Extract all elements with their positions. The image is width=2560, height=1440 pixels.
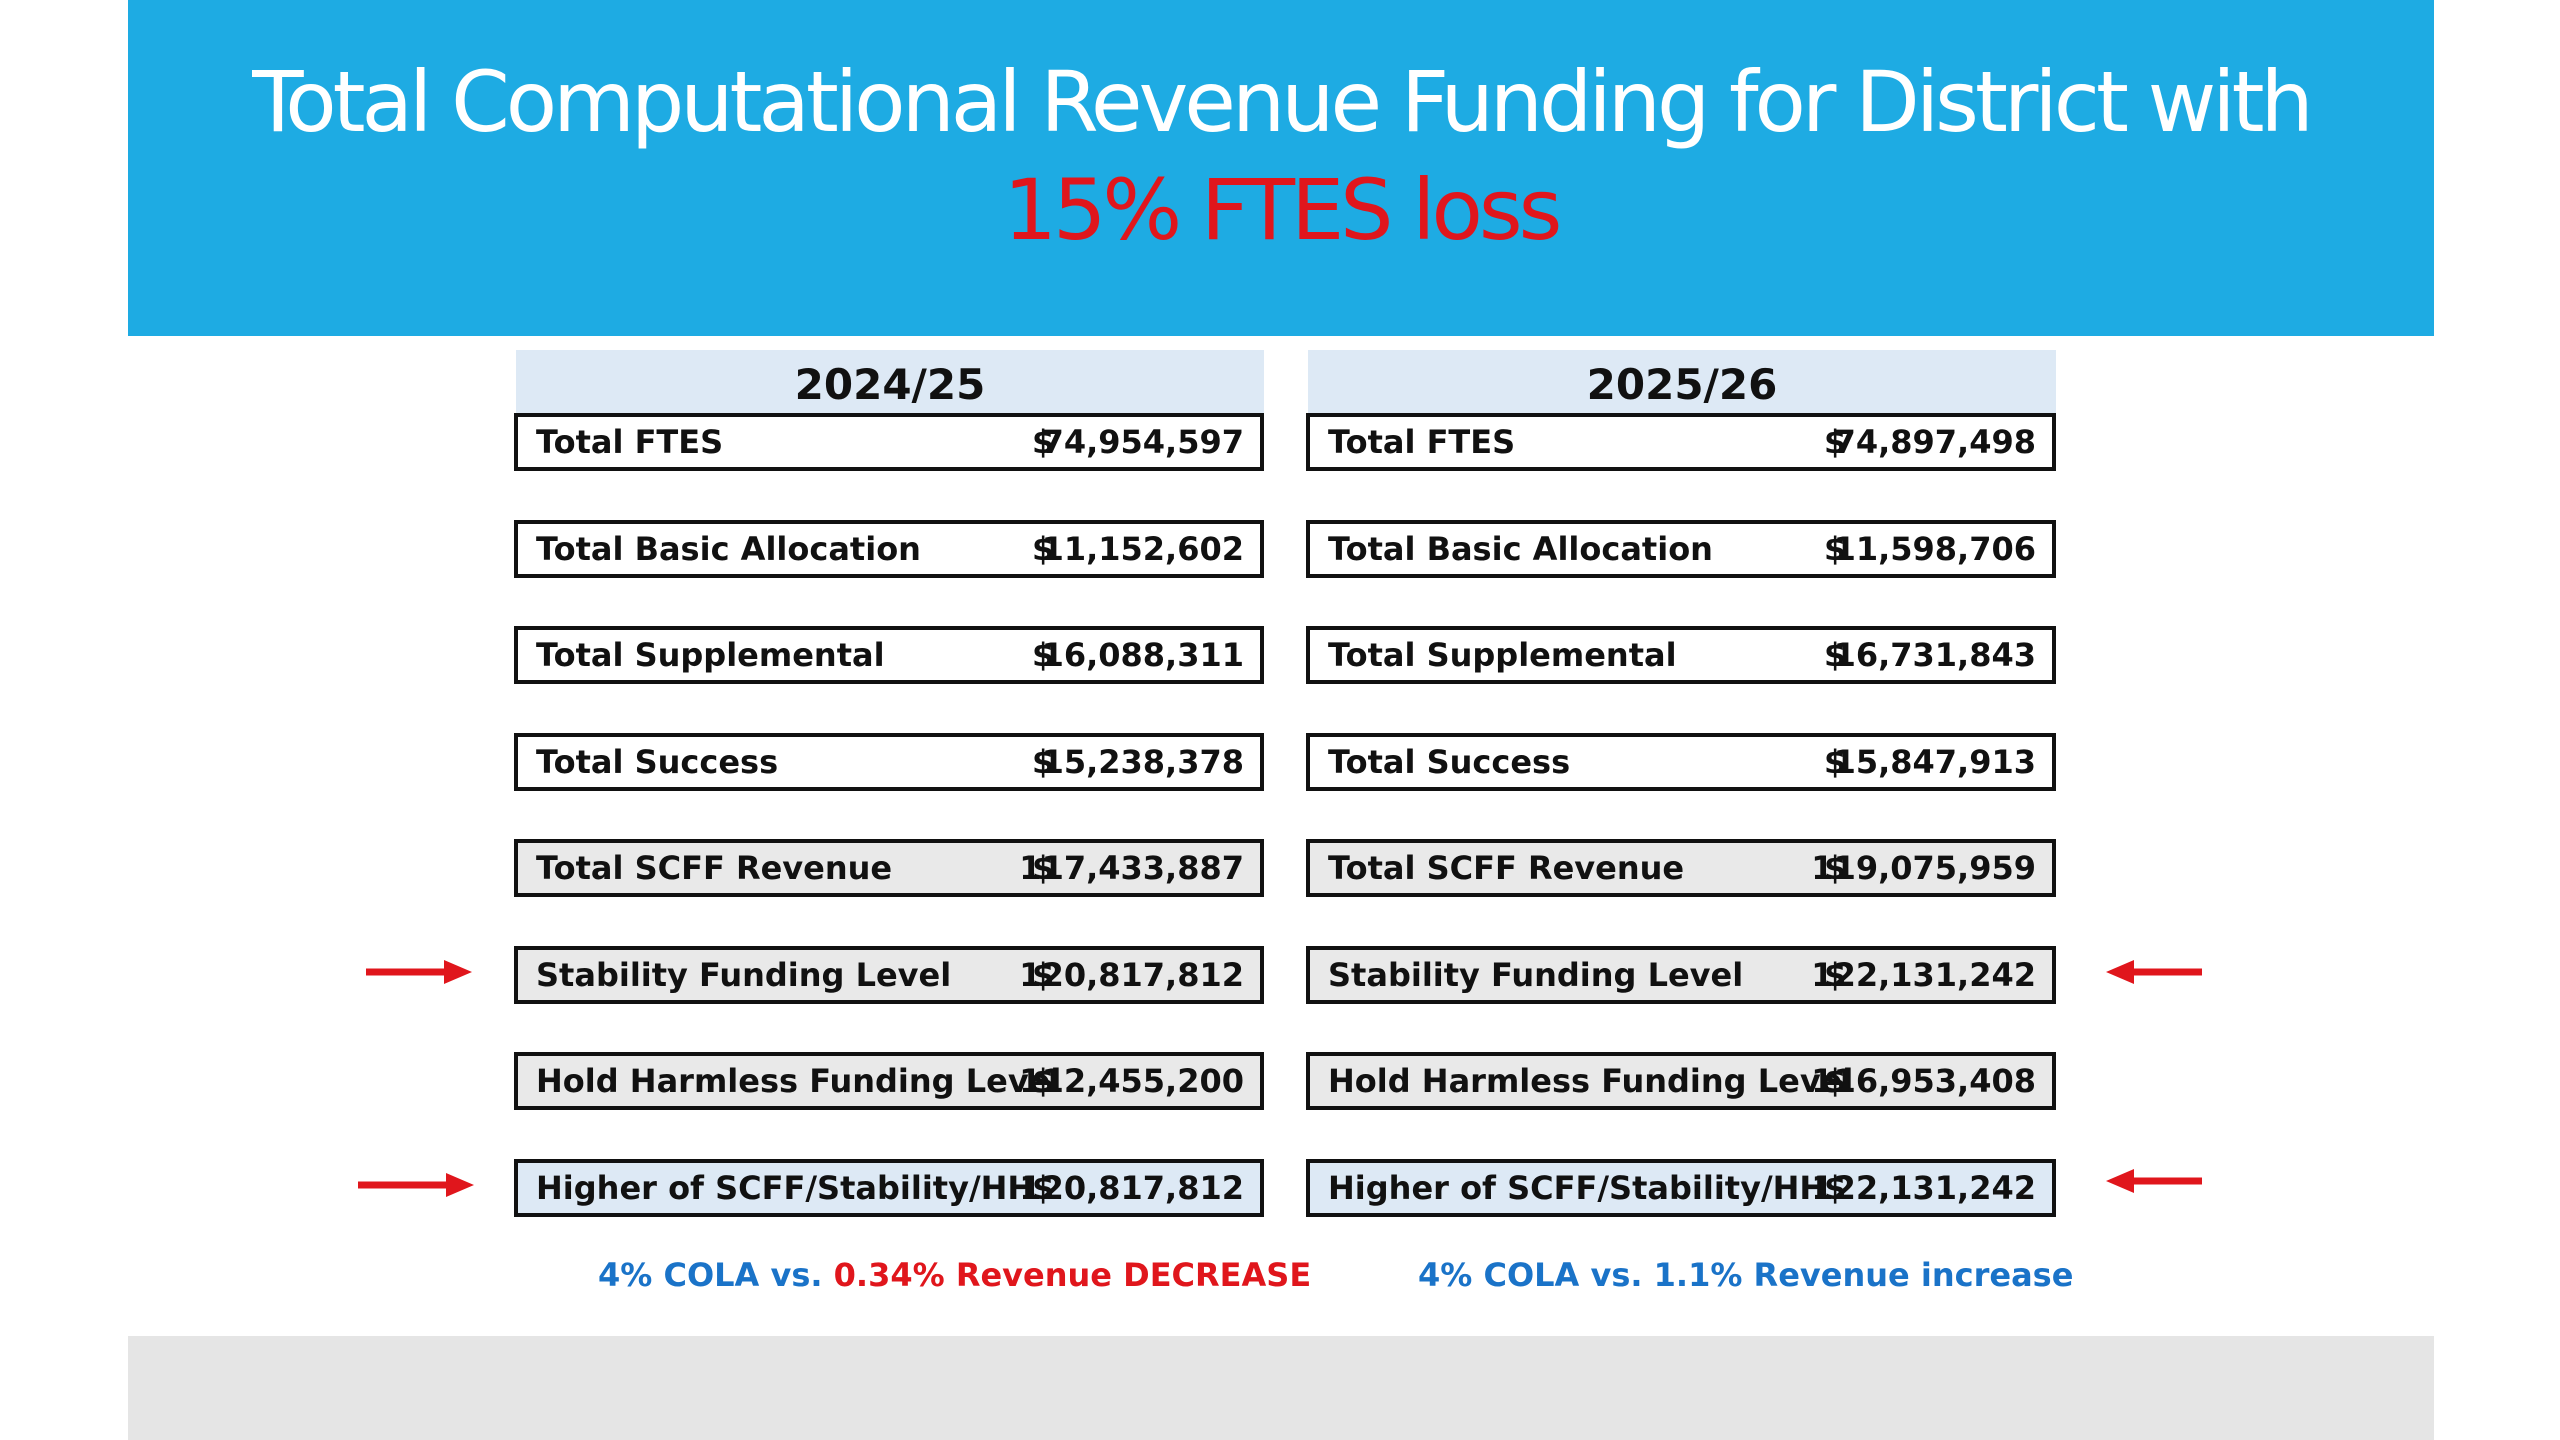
row-value: 120,817,812 [1019, 1169, 1244, 1207]
row-label: Hold Harmless Funding Level [1328, 1062, 1854, 1100]
row-label: Total Basic Allocation [1328, 530, 1713, 568]
row-label: Hold Harmless Funding Level [536, 1062, 1062, 1100]
row-label: Total SCFF Revenue [536, 849, 893, 887]
note-2024-25: 4% COLA vs. 0.34% Revenue DECREASE [598, 1252, 1311, 1298]
dollar-sign: $ [1824, 849, 1847, 887]
row-label: Higher of SCFF/Stability/HH [1328, 1169, 1827, 1207]
row-label: Total FTES [536, 423, 724, 461]
dollar-sign: $ [1032, 530, 1055, 568]
row-total-scff-revenue: Total SCFF Revenue $ 119,075,959 [1306, 839, 2056, 897]
row-value: 122,131,242 [1811, 1169, 2036, 1207]
title-banner: Total Computational Revenue Funding for … [128, 0, 2434, 336]
row-label: Total Supplemental [536, 636, 885, 674]
row-value: 15,238,378 [1041, 743, 1244, 781]
row-value: 117,433,887 [1019, 849, 1244, 887]
slide-title-highlight: 15% FTES loss [1003, 161, 1563, 259]
row-value: 16,088,311 [1041, 636, 1244, 674]
row-value: 120,817,812 [1019, 956, 1244, 994]
row-value: 16,731,843 [1833, 636, 2036, 674]
arrow-left-icon [2106, 1169, 2202, 1193]
row-total-supplemental: Total Supplemental $ 16,731,843 [1306, 626, 2056, 684]
dollar-sign: $ [1032, 743, 1055, 781]
dollar-sign: $ [1824, 636, 1847, 674]
row-label: Total Success [536, 743, 779, 781]
row-label: Total Supplemental [1328, 636, 1677, 674]
row-total-success: Total Success $ 15,847,913 [1306, 733, 2056, 791]
row-label: Stability Funding Level [1328, 956, 1744, 994]
year-header-2024-25: 2024/25 [516, 350, 1264, 413]
row-total-basic-allocation: Total Basic Allocation $ 11,598,706 [1306, 520, 2056, 578]
row-total-supplemental: Total Supplemental $ 16,088,311 [514, 626, 1264, 684]
row-value: 122,131,242 [1811, 956, 2036, 994]
arrow-right-icon [366, 960, 472, 984]
footer-band [128, 1336, 2434, 1440]
row-total-scff-revenue: Total SCFF Revenue $ 117,433,887 [514, 839, 1264, 897]
row-hold-harmless-funding-level: Hold Harmless Funding Level $ 112,455,20… [514, 1052, 1264, 1110]
row-higher-of-scff-stability-hh: Higher of SCFF/Stability/HH $ 122,131,24… [1306, 1159, 2056, 1217]
row-total-basic-allocation: Total Basic Allocation $ 11,152,602 [514, 520, 1264, 578]
dollar-sign: $ [1032, 849, 1055, 887]
arrow-right-icon [358, 1173, 474, 1197]
row-label: Total Basic Allocation [536, 530, 921, 568]
row-value: 74,897,498 [1833, 423, 2036, 461]
row-label: Stability Funding Level [536, 956, 952, 994]
dollar-sign: $ [1032, 1169, 1055, 1207]
note-2025-26: 4% COLA vs. 1.1% Revenue increase [1418, 1252, 2073, 1298]
note-decrease-text: 0.34% Revenue DECREASE [833, 1256, 1312, 1294]
row-value: 74,954,597 [1041, 423, 1244, 461]
row-value: 112,455,200 [1019, 1062, 1244, 1100]
row-label: Total FTES [1328, 423, 1516, 461]
note-cola-text: 4% COLA vs. 1.1% Revenue increase [1418, 1256, 2074, 1294]
row-total-ftes: Total FTES $ 74,954,597 [514, 413, 1264, 471]
arrow-left-icon [2106, 960, 2202, 984]
row-hold-harmless-funding-level: Hold Harmless Funding Level $ 116,953,40… [1306, 1052, 2056, 1110]
row-stability-funding-level: Stability Funding Level $ 122,131,242 [1306, 946, 2056, 1004]
row-value: 119,075,959 [1811, 849, 2036, 887]
row-label: Total SCFF Revenue [1328, 849, 1685, 887]
row-label: Higher of SCFF/Stability/HH [536, 1169, 1035, 1207]
dollar-sign: $ [1032, 1062, 1055, 1100]
dollar-sign: $ [1824, 956, 1847, 994]
dollar-sign: $ [1824, 743, 1847, 781]
row-value: 11,152,602 [1041, 530, 1244, 568]
slide-title: Total Computational Revenue Funding for … [252, 53, 2314, 151]
dollar-sign: $ [1824, 423, 1847, 461]
row-value: 15,847,913 [1833, 743, 2036, 781]
dollar-sign: $ [1824, 1062, 1847, 1100]
dollar-sign: $ [1032, 956, 1055, 994]
dollar-sign: $ [1824, 1169, 1847, 1207]
row-value: 11,598,706 [1833, 530, 2036, 568]
dollar-sign: $ [1032, 636, 1055, 674]
dollar-sign: $ [1032, 423, 1055, 461]
row-total-ftes: Total FTES $ 74,897,498 [1306, 413, 2056, 471]
row-higher-of-scff-stability-hh: Higher of SCFF/Stability/HH $ 120,817,81… [514, 1159, 1264, 1217]
row-total-success: Total Success $ 15,238,378 [514, 733, 1264, 791]
dollar-sign: $ [1824, 530, 1847, 568]
note-cola-text: 4% COLA vs. [598, 1256, 834, 1294]
row-stability-funding-level: Stability Funding Level $ 120,817,812 [514, 946, 1264, 1004]
row-value: 116,953,408 [1811, 1062, 2036, 1100]
row-label: Total Success [1328, 743, 1571, 781]
year-header-2025-26: 2025/26 [1308, 350, 2056, 413]
